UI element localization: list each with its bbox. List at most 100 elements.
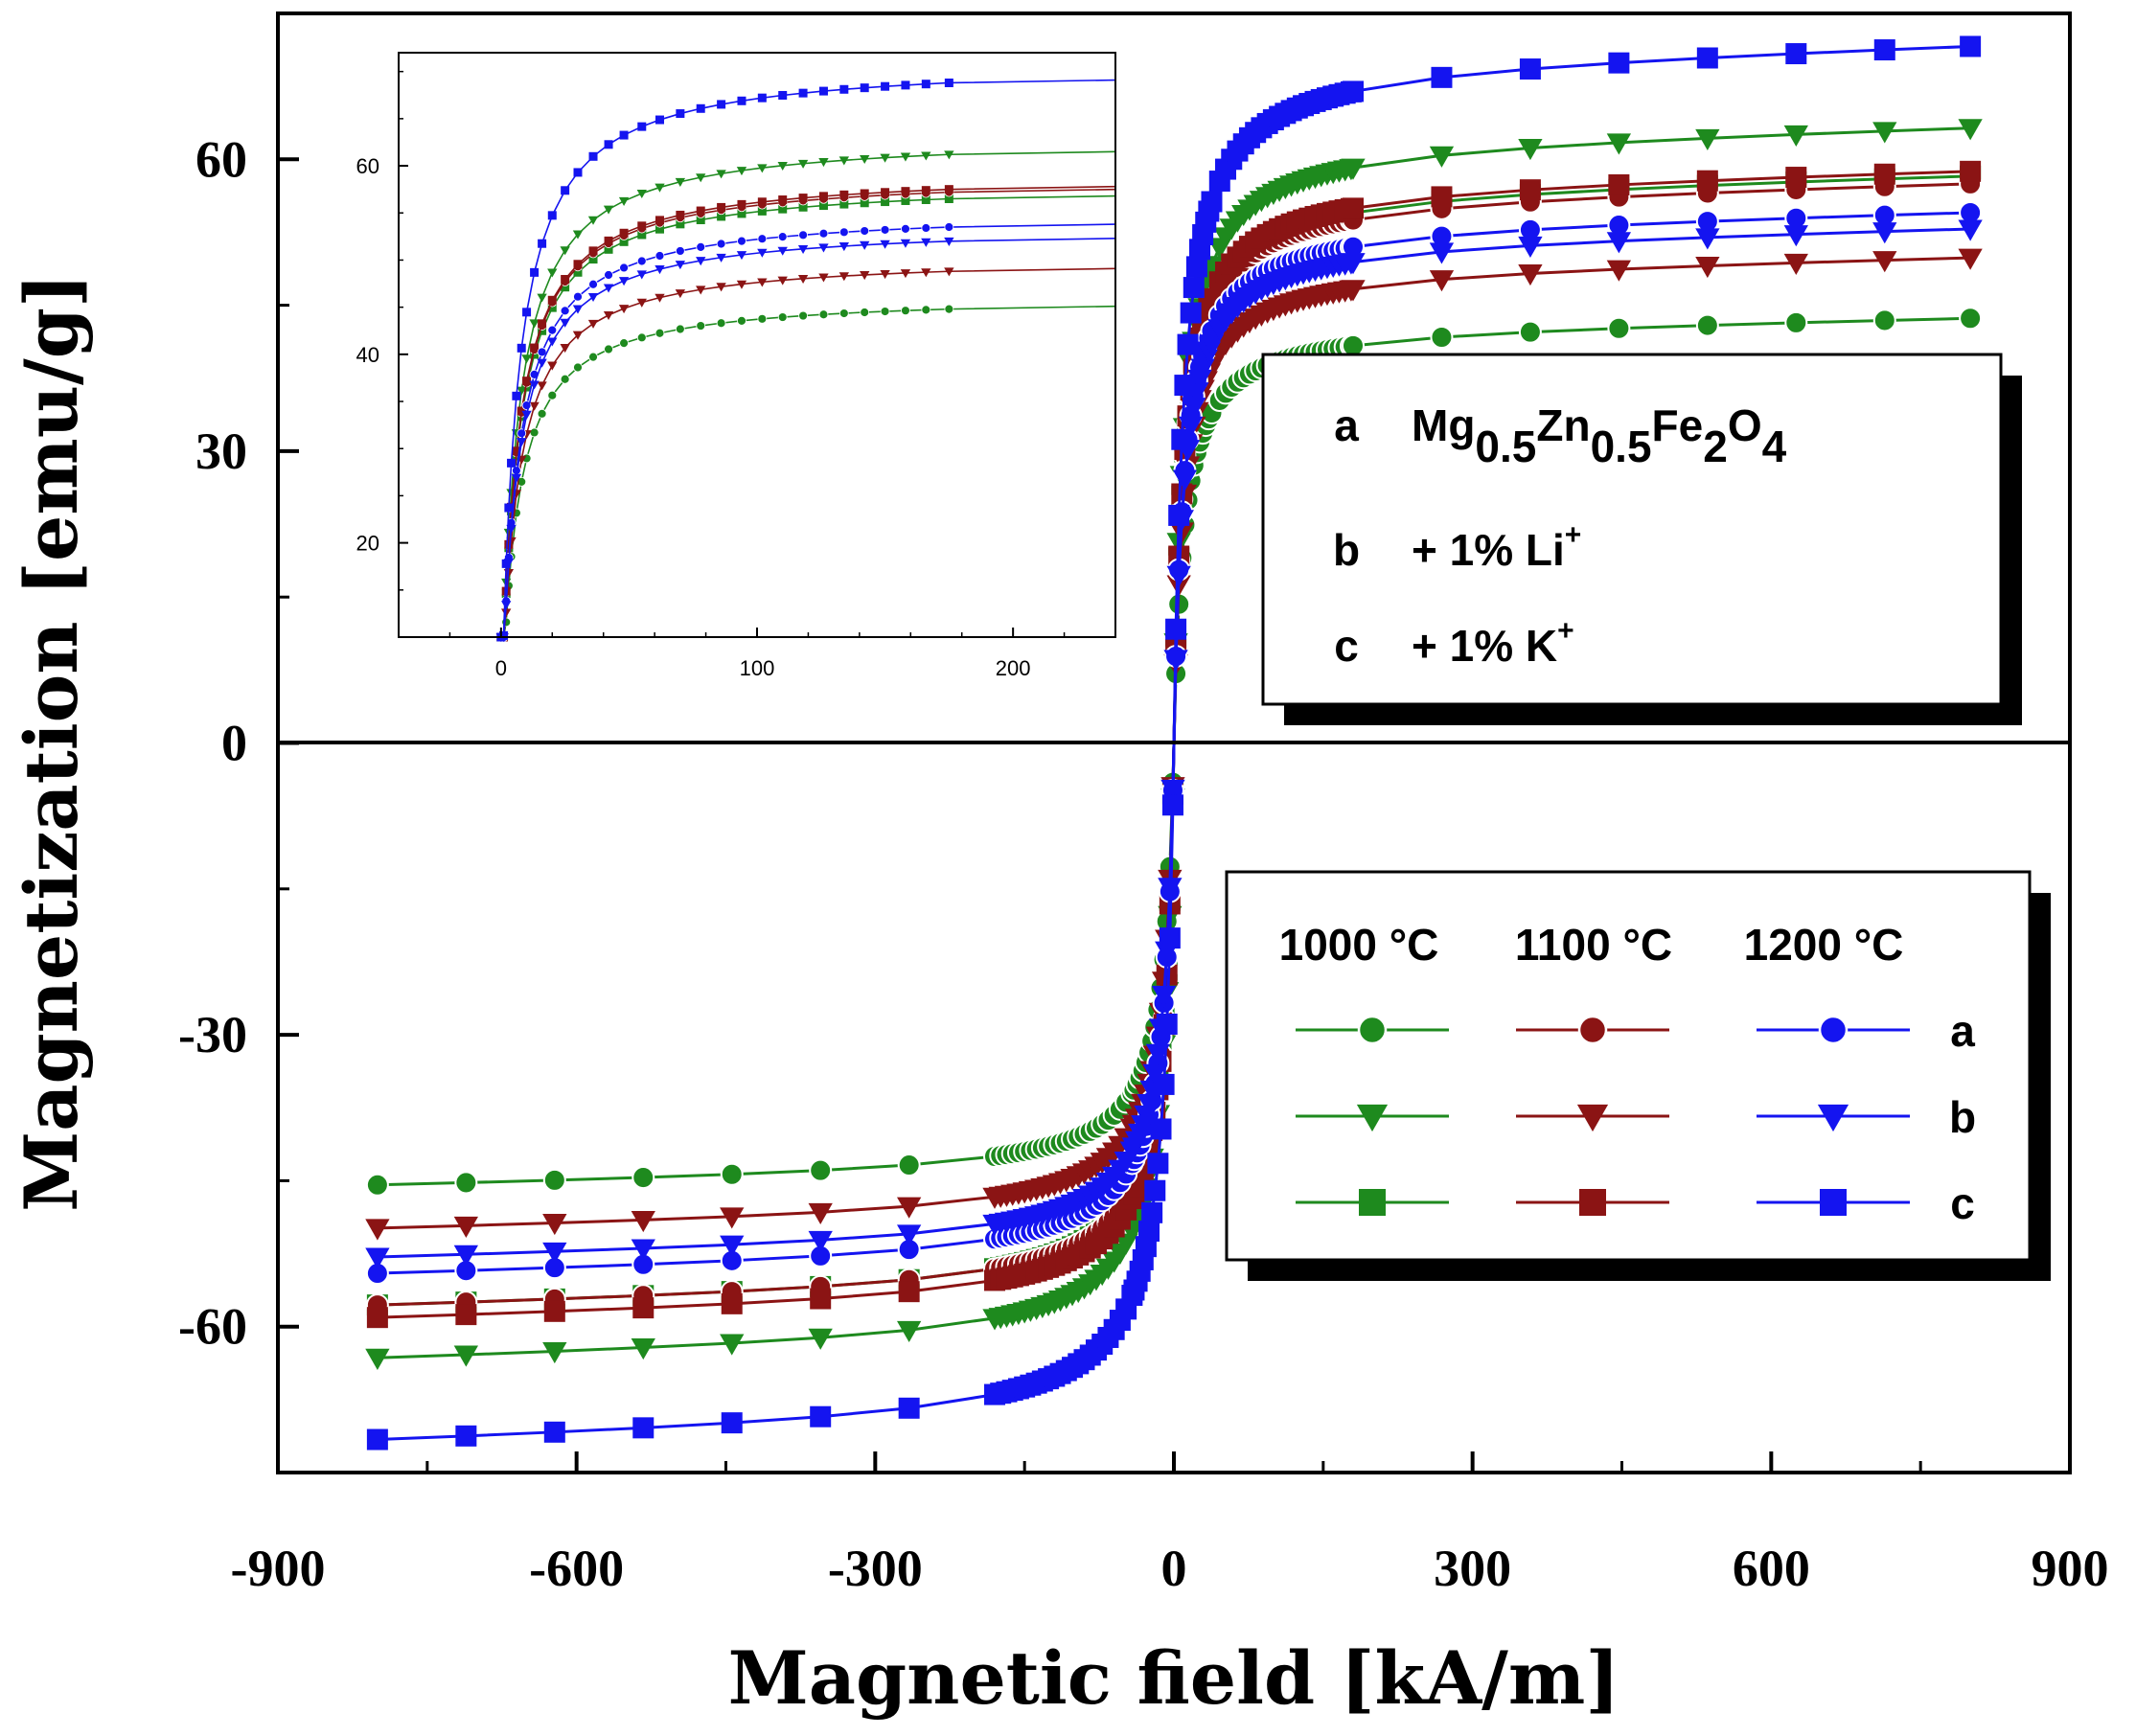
inset-data-point: [881, 81, 890, 91]
inset-data-point: [561, 275, 570, 285]
inset-data-point: [538, 239, 547, 248]
inset-data-point: [736, 251, 747, 261]
data-point: [897, 1224, 922, 1246]
inset-data-point: [676, 219, 685, 229]
y-axis-title: Magnetization [emu/g]: [9, 273, 94, 1212]
inset-data-point: [636, 256, 647, 266]
legend-temp-1000: 1000 °C: [1279, 920, 1439, 970]
inset-data-point: [512, 391, 521, 400]
data-point: [1183, 277, 1205, 299]
inset-data-point: [619, 237, 629, 246]
data-point: [632, 1297, 655, 1319]
data-point: [365, 1219, 390, 1241]
inset-data-point: [737, 96, 746, 105]
inset-data-point: [798, 194, 808, 203]
inset-data-point: [530, 343, 540, 353]
data-point: [1161, 794, 1183, 816]
legend-row-c: c: [1950, 1178, 1975, 1228]
inset-data-point: [737, 315, 746, 326]
inset-data-point: [504, 539, 514, 549]
legend-sample-marker: [1817, 1104, 1849, 1132]
data-point: [897, 1320, 922, 1343]
inset-x-tick-label: 100: [740, 656, 775, 680]
inset-data-point: [572, 230, 584, 240]
inset-data-point: [619, 263, 629, 273]
x-tick-label: -300: [828, 1540, 923, 1597]
data-point: [1872, 122, 1897, 144]
data-point: [810, 1405, 832, 1428]
inset-data-point: [860, 240, 870, 250]
inset-data-point: [716, 318, 726, 329]
data-point: [1341, 253, 1366, 275]
legend-row-b: b: [1949, 1092, 1976, 1142]
inset-data-point: [636, 298, 647, 308]
inset-data-point: [880, 240, 890, 249]
data-point: [898, 1397, 920, 1419]
data-point: [453, 1245, 478, 1267]
data-point: [1199, 334, 1225, 356]
inset-data-point: [537, 358, 547, 368]
data-point: [1958, 119, 1983, 141]
y-tick-label: 0: [221, 715, 247, 772]
inset-data-point: [901, 187, 910, 196]
x-tick-label: -900: [231, 1540, 326, 1597]
inset-data-point: [798, 310, 808, 321]
legend-sample-a-1200: [1757, 1015, 1910, 1045]
y-tick-label: -60: [178, 1298, 247, 1356]
data-point: [1429, 242, 1455, 264]
inset-data-point: [619, 338, 629, 349]
inset-data-point: [573, 267, 583, 277]
legend-key-b: b: [1333, 525, 1360, 575]
inset-series-a-1200: [495, 222, 1116, 642]
x-axis-title: Magnetic field [kA/m]: [728, 1635, 1620, 1721]
inset-data-point: [839, 190, 849, 199]
data-point: [808, 1202, 833, 1224]
data-point: [1141, 1201, 1163, 1223]
inset-data-point: [777, 312, 788, 322]
inset-data-point: [675, 177, 686, 187]
inset-data-point: [839, 84, 849, 94]
inset-data-point: [901, 195, 910, 205]
inset-data-point: [797, 159, 809, 169]
data-point: [1430, 326, 1454, 349]
data-point: [1159, 927, 1181, 949]
inset-data-point: [838, 308, 849, 318]
inset-data-point: [530, 267, 540, 277]
data-point: [1518, 264, 1543, 286]
inset-data-point: [900, 152, 911, 162]
data-point: [1145, 1043, 1171, 1065]
data-point: [1429, 270, 1455, 292]
data-point: [1696, 170, 1718, 192]
data-point: [1695, 313, 1719, 337]
inset-data-point: [521, 354, 532, 364]
inset-data-point: [561, 283, 570, 292]
data-point: [1606, 232, 1632, 254]
data-point: [453, 1216, 478, 1238]
inset-data-point: [696, 103, 705, 113]
inset-data-point: [603, 205, 614, 215]
inset-data-point: [717, 212, 726, 221]
series-b-1200: [365, 219, 1983, 1269]
inset-data-point: [655, 328, 665, 338]
data-point: [1960, 35, 1982, 57]
inset-x-tick-label: 0: [495, 656, 507, 680]
legend-row-a: a: [1950, 1006, 1975, 1056]
data-point: [454, 1171, 478, 1195]
data-point: [808, 1328, 833, 1350]
inset-data-point: [676, 109, 685, 119]
inset-data-point: [604, 140, 613, 149]
data-point: [542, 1214, 567, 1236]
data-point: [1519, 58, 1541, 80]
inset-data-point: [618, 277, 630, 286]
data-point: [720, 1207, 745, 1229]
inset-data-point: [655, 115, 664, 125]
inset-data-point: [517, 428, 527, 439]
inset-data-point: [696, 216, 705, 225]
data-point: [1151, 986, 1177, 1008]
inset-data-point: [818, 201, 828, 211]
inset-data-point: [818, 192, 828, 201]
inset-data-point: [757, 234, 768, 244]
inset-data-point: [560, 374, 570, 384]
